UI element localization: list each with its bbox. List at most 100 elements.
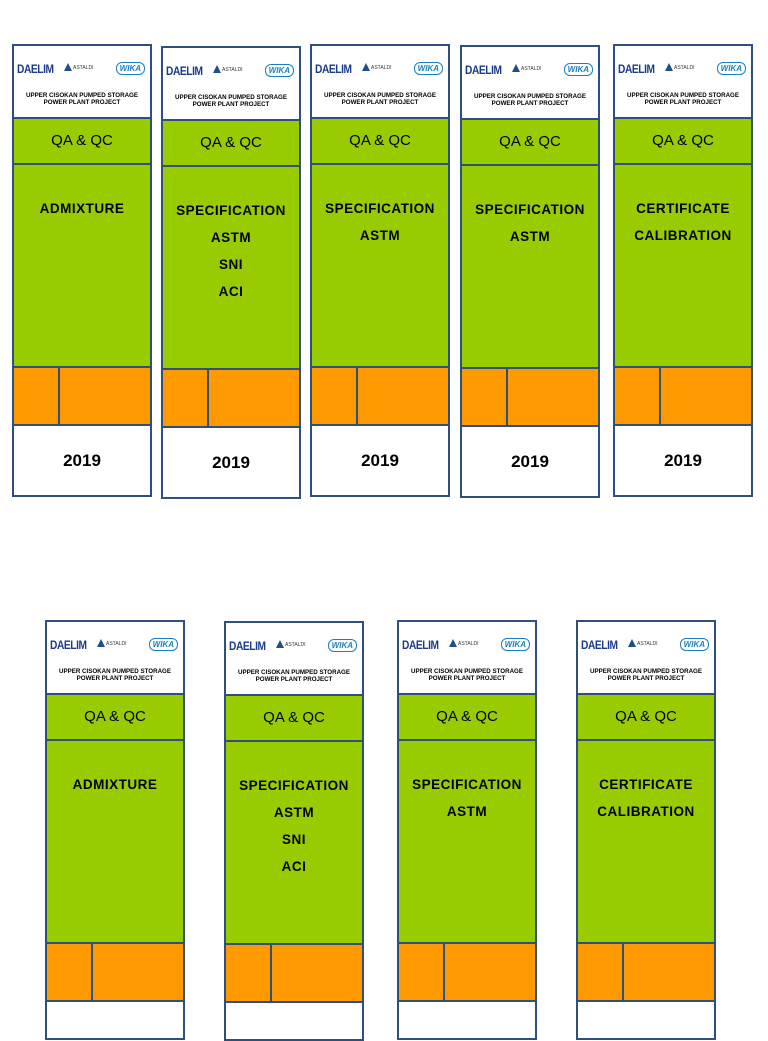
band-cell bbox=[60, 368, 150, 424]
project-line: UPPER CISOKAN PUMPED STORAGE bbox=[238, 669, 350, 676]
project-name: UPPER CISOKAN PUMPED STORAGE POWER PLANT … bbox=[163, 94, 299, 108]
section-title: QA & QC bbox=[578, 695, 714, 741]
subject-line: ASTM bbox=[210, 230, 252, 245]
logo-wika: WIKA bbox=[563, 63, 593, 76]
logo-daelim: DAELIM bbox=[229, 639, 266, 653]
logo-daelim: DAELIM bbox=[581, 638, 618, 652]
project-name: UPPER CISOKAN PUMPED STORAGE POWER PLANT … bbox=[47, 668, 183, 682]
project-line: POWER PLANT PROJECT bbox=[607, 675, 685, 682]
project-line: POWER PLANT PROJECT bbox=[43, 99, 121, 106]
logo-row: DAELIM ASTALDI WIKA bbox=[166, 64, 296, 80]
logo-daelim: DAELIM bbox=[50, 638, 87, 652]
logo-daelim: DAELIM bbox=[618, 62, 655, 76]
subject-area: SPECIFICATION ASTM bbox=[312, 165, 448, 368]
section-title: QA & QC bbox=[163, 121, 299, 167]
subject-line: SPECIFICATION bbox=[239, 778, 349, 793]
project-line: UPPER CISOKAN PUMPED STORAGE bbox=[324, 92, 436, 99]
project-name: UPPER CISOKAN PUMPED STORAGE POWER PLANT … bbox=[14, 92, 150, 106]
logo-row: DAELIM ASTALDI WIKA bbox=[402, 638, 532, 654]
section-title: QA & QC bbox=[615, 119, 751, 165]
color-band bbox=[462, 369, 598, 427]
label-header: DAELIM ASTALDI WIKA UPPER CISOKAN PUMPED ST… bbox=[226, 623, 362, 696]
project-line: UPPER CISOKAN PUMPED STORAGE bbox=[627, 92, 739, 99]
project-line: POWER PLANT PROJECT bbox=[428, 675, 506, 682]
color-band bbox=[14, 368, 150, 426]
logo-daelim: DAELIM bbox=[465, 63, 502, 77]
logo-row: DAELIM ASTALDI WIKA bbox=[618, 62, 748, 78]
subject-area: CERTIFICATE CALIBRATION bbox=[578, 741, 714, 944]
color-band bbox=[163, 370, 299, 428]
band-cell bbox=[661, 368, 751, 424]
color-band bbox=[47, 944, 183, 1002]
logo-wika: WIKA bbox=[264, 64, 294, 77]
subject-line: SPECIFICATION bbox=[412, 777, 522, 792]
logo-row: DAELIM ASTALDI WIKA bbox=[581, 638, 711, 654]
subject-line: CALIBRATION bbox=[597, 804, 695, 819]
logo-wika: WIKA bbox=[413, 62, 443, 75]
band-cell bbox=[445, 944, 535, 1000]
band-cell bbox=[226, 945, 272, 1001]
binder-label: DAELIM ASTALDI WIKA UPPER CISOKAN PUMPED ST… bbox=[310, 44, 450, 497]
logo-wika: WIKA bbox=[679, 638, 709, 651]
binder-label: DAELIM ASTALDI WIKA UPPER CISOKAN PUMPED ST… bbox=[460, 45, 600, 498]
project-line: POWER PLANT PROJECT bbox=[644, 99, 722, 106]
project-name: UPPER CISOKAN PUMPED STORAGE POWER PLANT … bbox=[399, 668, 535, 682]
subject-line: ASTM bbox=[446, 804, 488, 819]
logo-wika: WIKA bbox=[716, 62, 746, 75]
subject-line: CALIBRATION bbox=[634, 228, 732, 243]
band-cell bbox=[358, 368, 448, 424]
subject-line: ASTM bbox=[509, 229, 551, 244]
project-line: POWER PLANT PROJECT bbox=[76, 675, 154, 682]
section-title: QA & QC bbox=[399, 695, 535, 741]
subject-line: SPECIFICATION bbox=[176, 203, 286, 218]
subject-area: SPECIFICATION ASTM SNI ACI bbox=[226, 742, 362, 945]
year: 2019 bbox=[63, 451, 101, 470]
subject-area: SPECIFICATION ASTM bbox=[462, 166, 598, 369]
subject-line: ASTM bbox=[273, 805, 315, 820]
logo-row: DAELIM ASTALDI WIKA bbox=[17, 62, 147, 78]
color-band bbox=[312, 368, 448, 426]
subject-line: ADMIXTURE bbox=[72, 777, 158, 792]
logo-astaldi: ASTALDI bbox=[212, 65, 243, 73]
band-cell bbox=[163, 370, 209, 426]
color-band bbox=[578, 944, 714, 1002]
subject-line: SNI bbox=[281, 832, 306, 847]
logo-row: DAELIM ASTALDI WIKA bbox=[229, 639, 359, 655]
project-line: UPPER CISOKAN PUMPED STORAGE bbox=[26, 92, 138, 99]
band-cell bbox=[462, 369, 508, 425]
project-line: POWER PLANT PROJECT bbox=[255, 676, 333, 683]
subject-line: SPECIFICATION bbox=[325, 201, 435, 216]
logo-astaldi: ASTALDI bbox=[627, 639, 658, 647]
logo-daelim: DAELIM bbox=[402, 638, 439, 652]
project-line: POWER PLANT PROJECT bbox=[192, 101, 270, 108]
project-line: UPPER CISOKAN PUMPED STORAGE bbox=[590, 668, 702, 675]
band-cell bbox=[399, 944, 445, 1000]
section-title: QA & QC bbox=[462, 120, 598, 166]
binder-label: DAELIM ASTALDI WIKA UPPER CISOKAN PUMPED ST… bbox=[12, 44, 152, 497]
logo-astaldi: ASTALDI bbox=[361, 63, 392, 71]
label-header: DAELIM ASTALDI WIKA UPPER CISOKAN PUMPED ST… bbox=[14, 46, 150, 119]
label-header: DAELIM ASTALDI WIKA UPPER CISOKAN PUMPED ST… bbox=[615, 46, 751, 119]
logo-daelim: DAELIM bbox=[315, 62, 352, 76]
logo-astaldi: ASTALDI bbox=[63, 63, 94, 71]
logo-daelim: DAELIM bbox=[17, 62, 54, 76]
logo-row: DAELIM ASTALDI WIKA bbox=[315, 62, 445, 78]
subject-line: ACI bbox=[281, 859, 307, 874]
band-cell bbox=[578, 944, 624, 1000]
binder-label: DAELIM ASTALDI WIKA UPPER CISOKAN PUMPED ST… bbox=[45, 620, 185, 1040]
label-header: DAELIM ASTALDI WIKA UPPER CISOKAN PUMPED ST… bbox=[399, 622, 535, 695]
subject-line: CERTIFICATE bbox=[599, 777, 693, 792]
subject-area: SPECIFICATION ASTM bbox=[399, 741, 535, 944]
project-line: UPPER CISOKAN PUMPED STORAGE bbox=[59, 668, 171, 675]
logo-wika: WIKA bbox=[500, 638, 530, 651]
year: 2019 bbox=[664, 451, 702, 470]
band-cell bbox=[508, 369, 598, 425]
section-title: QA & QC bbox=[312, 119, 448, 165]
band-cell bbox=[93, 944, 183, 1000]
color-band bbox=[399, 944, 535, 1002]
project-line: UPPER CISOKAN PUMPED STORAGE bbox=[411, 668, 523, 675]
project-name: UPPER CISOKAN PUMPED STORAGE POWER PLANT … bbox=[312, 92, 448, 106]
band-cell bbox=[47, 944, 93, 1000]
section-title: QA & QC bbox=[14, 119, 150, 165]
